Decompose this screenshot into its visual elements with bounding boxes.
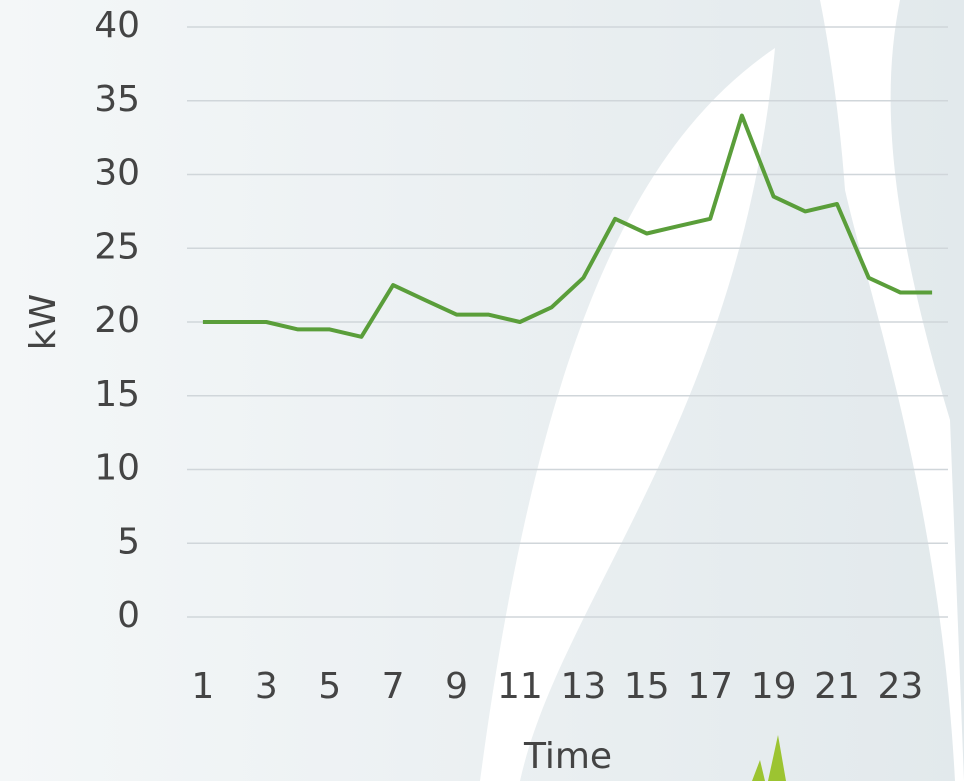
y-tick-label: 20: [94, 300, 140, 341]
x-tick-label: 19: [751, 666, 797, 707]
y-axis-label: kW: [23, 294, 64, 350]
y-tick-label: 5: [117, 521, 140, 562]
chart: kW Time 05101520253035401357911131517192…: [0, 0, 964, 781]
x-tick-label: 23: [878, 666, 924, 707]
y-tick-label: 40: [94, 5, 140, 46]
x-axis-label: Time: [523, 736, 612, 777]
x-tick-label: 3: [255, 666, 278, 707]
y-tick-label: 15: [94, 374, 140, 415]
y-tick-label: 35: [94, 79, 140, 120]
x-tick-label: 9: [445, 666, 468, 707]
y-tick-label: 10: [94, 448, 140, 489]
x-tick-label: 15: [624, 666, 670, 707]
x-tick-label: 11: [497, 666, 543, 707]
background: [0, 0, 964, 781]
x-tick-label: 7: [382, 666, 405, 707]
y-tick-label: 0: [117, 595, 140, 636]
x-tick-label: 5: [318, 666, 341, 707]
x-tick-label: 21: [814, 666, 860, 707]
x-tick-label: 13: [560, 666, 606, 707]
y-tick-label: 25: [94, 226, 140, 267]
x-tick-label: 17: [687, 666, 733, 707]
y-tick-label: 30: [94, 153, 140, 194]
x-tick-label: 1: [191, 666, 214, 707]
